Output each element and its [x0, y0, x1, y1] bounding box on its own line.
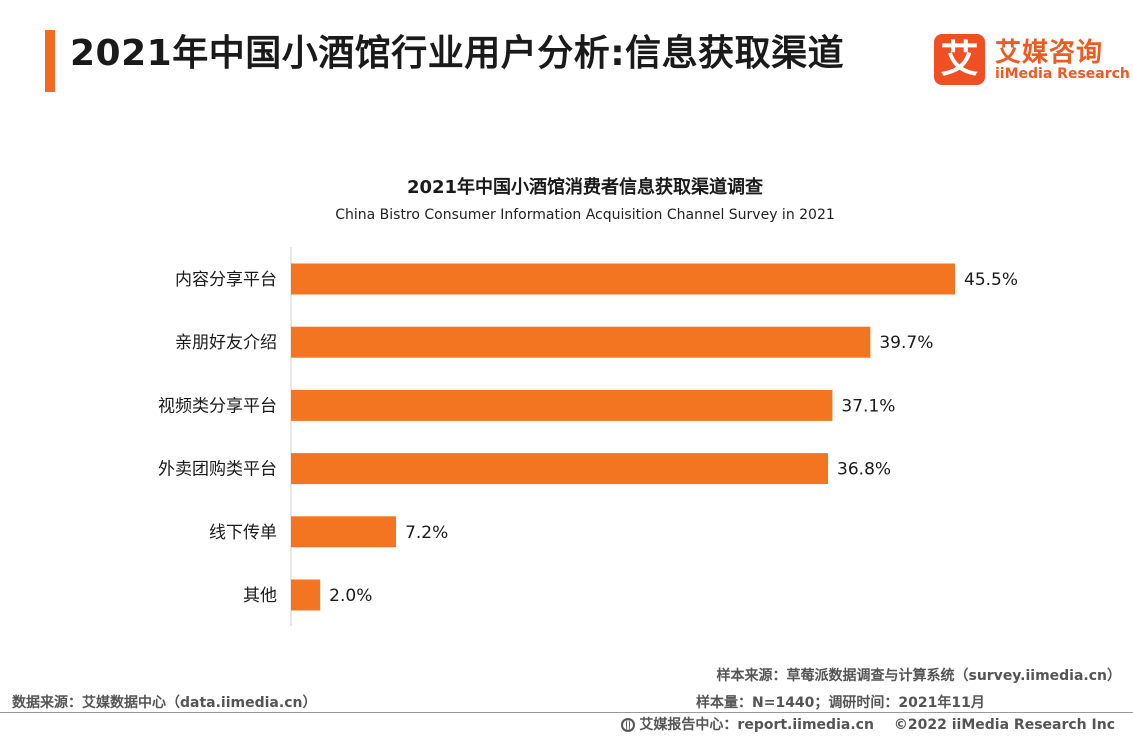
- category-label: 亲朋好友介绍: [175, 333, 277, 353]
- bar: [291, 389, 833, 421]
- category-label: 外卖团购类平台: [158, 460, 277, 480]
- chart-title: 2021年中国小酒馆消费者信息获取渠道调查: [406, 177, 764, 198]
- logo-name: 艾媒咨询: [995, 38, 1104, 68]
- value-label: 2.0%: [329, 586, 372, 606]
- value-label: 39.7%: [879, 333, 933, 353]
- bar: [291, 326, 871, 358]
- chart-subtitle: China Bistro Consumer Information Acquis…: [335, 207, 835, 223]
- logo-subtitle: iiMedia Research: [995, 66, 1130, 82]
- bar: [291, 579, 321, 611]
- copyright: ©2022 iiMedia Research Inc: [893, 717, 1115, 733]
- category-label: 视频类分享平台: [158, 396, 277, 416]
- value-label: 7.2%: [405, 523, 448, 543]
- page-title: 2021年中国小酒馆行业用户分析:信息获取渠道: [70, 33, 845, 74]
- value-label: 45.5%: [964, 270, 1018, 290]
- footer: 艾媒报告中心：report.iimedia.cn ©2022 iiMedia Re…: [621, 714, 1115, 734]
- bar: [291, 263, 955, 295]
- bar: [291, 516, 397, 548]
- data-source-note: 数据来源：艾媒数据中心（data.iimedia.cn）: [12, 695, 317, 711]
- value-label: 36.8%: [837, 460, 891, 480]
- title-accent-bar: [45, 30, 55, 92]
- category-label: 内容分享平台: [175, 270, 277, 290]
- bar: [291, 453, 829, 485]
- category-label: 其他: [243, 586, 277, 606]
- value-label: 37.1%: [841, 396, 895, 416]
- sample-size-note: 样本量：N=1440；调研时间：2021年11月: [696, 695, 985, 711]
- footer-divider: [0, 712, 1133, 713]
- sample-source-note: 样本来源：草莓派数据调查与计算系统（survey.iimedia.cn）: [716, 668, 1121, 684]
- brand-logo: 艾 艾媒咨询 iiMedia Research: [934, 34, 1130, 86]
- report-center-link[interactable]: 艾媒报告中心：report.iimedia.cn: [639, 717, 874, 733]
- logo-mark: 艾: [934, 34, 985, 85]
- category-label: 线下传单: [209, 523, 277, 543]
- globe-icon: [621, 718, 636, 732]
